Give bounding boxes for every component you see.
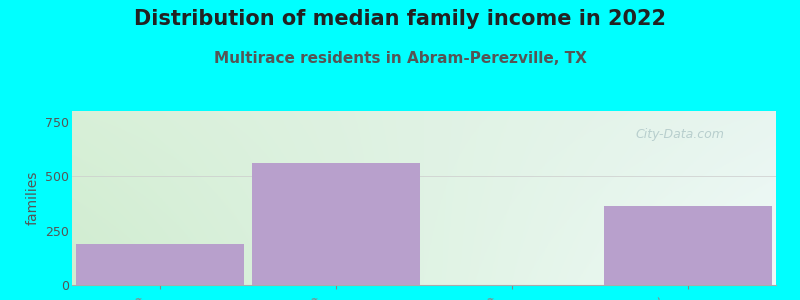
Bar — [605, 206, 771, 285]
Text: City-Data.com: City-Data.com — [635, 128, 724, 141]
Y-axis label: families: families — [26, 171, 40, 225]
Bar — [253, 163, 420, 285]
Text: Distribution of median family income in 2022: Distribution of median family income in … — [134, 9, 666, 29]
Bar — [77, 244, 243, 285]
Text: Multirace residents in Abram-Perezville, TX: Multirace residents in Abram-Perezville,… — [214, 51, 586, 66]
